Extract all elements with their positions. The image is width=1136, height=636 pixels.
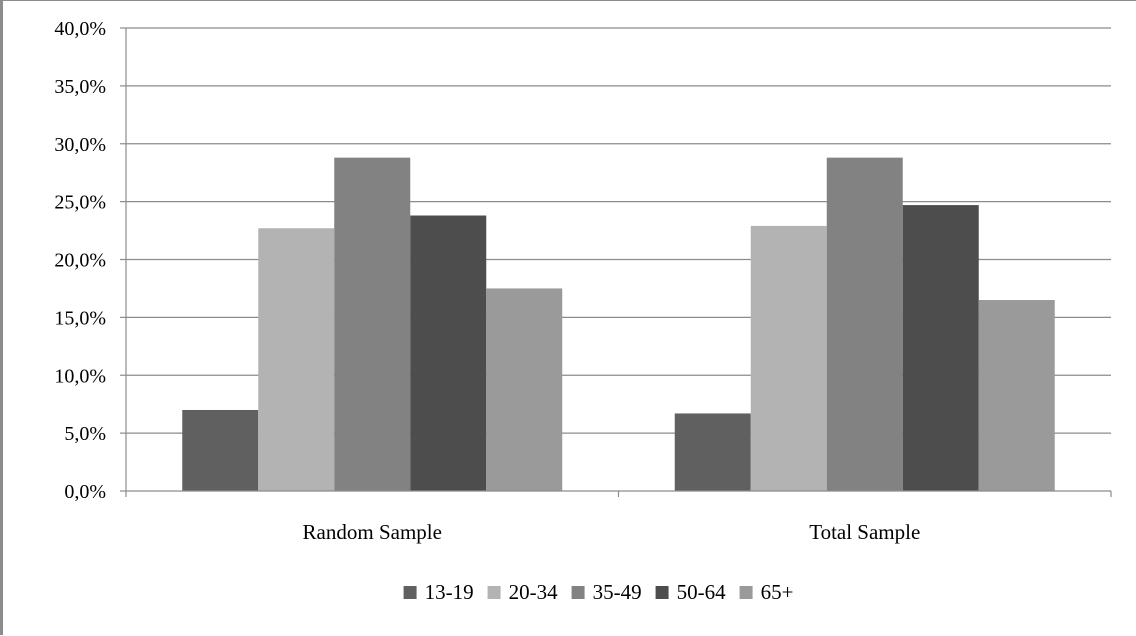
- legend: 13-19 20-34 35-49 50-64 65+: [403, 580, 794, 604]
- bar-65+-total-sample: [978, 300, 1055, 491]
- bars: [182, 157, 1055, 491]
- bar-65+-random-sample: [486, 288, 563, 491]
- bar-35-49-random-sample: [334, 157, 411, 491]
- legend-swatch: [739, 586, 753, 599]
- axes: [120, 27, 1112, 497]
- y-tick-label: 35,0%: [54, 76, 106, 98]
- category-labels: Random Sample Total Sample: [303, 520, 921, 544]
- y-tick-label: 0,0%: [64, 481, 106, 503]
- legend-label: 65+: [761, 580, 794, 604]
- bar-50-64-random-sample: [410, 215, 487, 491]
- legend-label: 13-19: [425, 580, 474, 604]
- bar-50-64-total-sample: [902, 205, 979, 491]
- y-tick-label: 20,0%: [54, 250, 106, 272]
- y-tick-label: 10,0%: [54, 365, 106, 387]
- legend-swatch: [571, 586, 585, 599]
- x-category-label: Total Sample: [809, 520, 920, 544]
- legend-label: 20-34: [509, 580, 558, 604]
- y-tick-labels: 0,0% 5,0% 10,0% 15,0% 20,0% 25,0% 30,0% 35,0% 40…: [54, 18, 106, 503]
- y-tick-label: 15,0%: [54, 307, 106, 329]
- bar-20-34-random-sample: [258, 228, 335, 491]
- bar-13-19-total-sample: [674, 413, 751, 491]
- legend-swatch: [487, 586, 501, 599]
- legend-label: 35-49: [593, 580, 642, 604]
- bar-35-49-total-sample: [826, 157, 903, 491]
- legend-label: 50-64: [677, 580, 726, 604]
- bar-chart: 0,0% 5,0% 10,0% 15,0% 20,0% 25,0% 30,0% 35,0% 40…: [54, 18, 1112, 604]
- x-category-label: Random Sample: [303, 520, 442, 544]
- y-tick-label: 30,0%: [54, 134, 106, 156]
- bar-20-34-total-sample: [750, 225, 827, 491]
- legend-swatch: [655, 586, 669, 599]
- y-tick-label: 5,0%: [64, 423, 106, 445]
- y-tick-label: 40,0%: [54, 18, 106, 40]
- y-tick-label: 25,0%: [54, 192, 106, 214]
- legend-swatch: [403, 586, 417, 599]
- bar-13-19-random-sample: [182, 409, 259, 491]
